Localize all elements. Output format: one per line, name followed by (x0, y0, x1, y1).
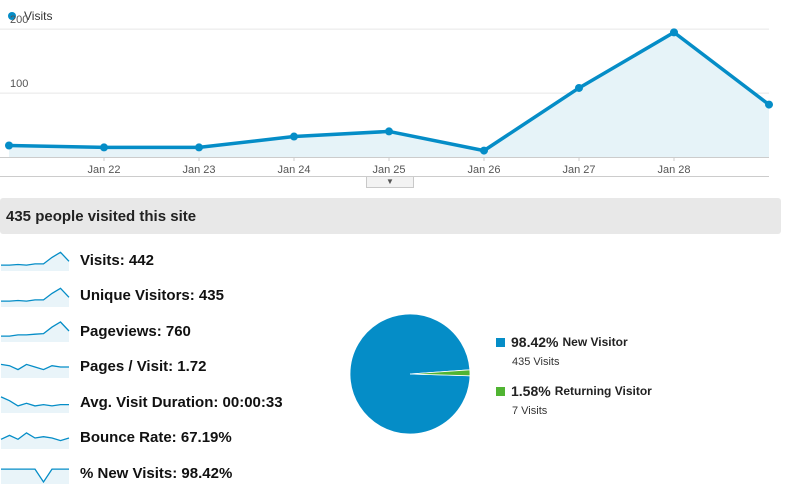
sparkline-line (1, 286, 70, 302)
sparkline-line (0, 431, 70, 441)
legend-name: Returning Visitor (554, 384, 652, 398)
metric-label: Unique Visitors: 435 (80, 287, 224, 304)
chart-legend[interactable]: Visits (8, 8, 52, 24)
sparkline-line (1, 321, 70, 337)
visits-line-chart: 100 200 Jan 22 Jan 23 Jan 24 Jan 25 Jan 26 Jan … (0, 14, 773, 177)
visits-data-point[interactable] (670, 28, 678, 37)
metric-label: Pages / Visit: 1.72 (80, 358, 207, 375)
visits-data-point[interactable] (480, 146, 488, 155)
visits-data-point[interactable] (385, 127, 393, 136)
x-tick-label: Jan 27 (562, 164, 595, 176)
visits-data-point[interactable] (575, 83, 583, 92)
sparkline-chart (0, 431, 70, 449)
x-tick-label: Jan 24 (277, 164, 310, 176)
visits-data-point[interactable] (5, 141, 13, 150)
legend-swatch (496, 386, 505, 396)
metric-row[interactable]: Visits: 442 (0, 245, 340, 275)
sparkline-fill (1, 252, 69, 271)
x-tick-label: Jan 25 (372, 164, 405, 176)
chevron-down-icon: ▼ (386, 177, 394, 186)
summary-header: 435 people visited this site (0, 198, 781, 234)
sparkline-chart (0, 396, 69, 413)
pie-legend-item[interactable]: 98.42% New Visitor 435 Visits (496, 334, 628, 368)
metric-row[interactable]: Bounce Rate: 67.19% (0, 423, 340, 453)
y-tick-label: 200 (10, 14, 28, 26)
legend-percent: 1.58% (511, 383, 551, 399)
metric-label: Visits: 442 (80, 251, 154, 269)
sparkline-chart (0, 363, 69, 378)
metric-label: Bounce Rate: 67.19% (80, 429, 232, 446)
metric-label: Pageviews: 760 (80, 322, 191, 340)
collapse-chart-button[interactable]: ▼ (366, 177, 414, 188)
metric-label: Avg. Visit Duration: 00:00:33 (80, 393, 283, 411)
sparkline-fill (1, 363, 69, 378)
metric-row[interactable]: Unique Visitors: 435 (0, 281, 340, 311)
sparkline-line (1, 468, 69, 484)
sparkline-chart (1, 251, 70, 271)
legend-name: New Visitor (562, 335, 628, 349)
sparkline-line (0, 396, 69, 407)
sparkline-fill (1, 469, 69, 484)
pie-legend-line: 1.58% Returning Visitor (496, 383, 652, 399)
visits-data-point[interactable] (290, 132, 298, 141)
sparkline-line (1, 251, 70, 266)
metric-row[interactable]: Avg. Visit Duration: 00:00:33 (0, 387, 340, 417)
x-tick-label: Jan 28 (657, 164, 690, 176)
sparkline-fill (1, 322, 69, 342)
pie-legend-line: 98.42% New Visitor (496, 334, 628, 350)
sparkline-fill (1, 432, 69, 449)
legend-dot (8, 12, 16, 20)
sparkline-chart (1, 468, 69, 484)
metric-row[interactable]: Pageviews: 760 (0, 316, 340, 346)
x-tick-label: Jan 23 (182, 164, 215, 176)
sparkline-fill (1, 287, 69, 307)
legend-percent: 98.42% (511, 334, 559, 350)
legend-count: 435 Visits (512, 356, 560, 368)
metric-label: % New Visits: 98.42% (80, 464, 233, 482)
sparkline-chart (1, 286, 70, 307)
summary-title: 435 people visited this site (6, 207, 197, 225)
x-tick-label: Jan 26 (467, 164, 500, 176)
visits-data-point[interactable] (195, 143, 203, 152)
legend-swatch (496, 337, 505, 347)
pie-slice-returning-visitor[interactable] (409, 369, 471, 377)
x-tick-label: Jan 22 (87, 164, 120, 176)
y-tick-label: 100 (10, 78, 28, 90)
legend-count: 7 Visits (512, 405, 548, 417)
visits-area-fill (9, 32, 769, 157)
pie-legend-item[interactable]: 1.58% Returning Visitor 7 Visits (496, 383, 652, 417)
visitor-type-pie-chart (349, 313, 471, 435)
sparkline-fill (1, 396, 69, 413)
metric-row[interactable]: Pages / Visit: 1.72 (0, 352, 340, 382)
sparkline-chart (1, 321, 70, 342)
metric-row[interactable]: % New Visits: 98.42% (0, 458, 340, 488)
visits-data-point[interactable] (100, 143, 108, 152)
sparkline-line (0, 363, 69, 370)
visits-data-point[interactable] (765, 100, 773, 109)
legend-label: Visits (24, 9, 53, 23)
